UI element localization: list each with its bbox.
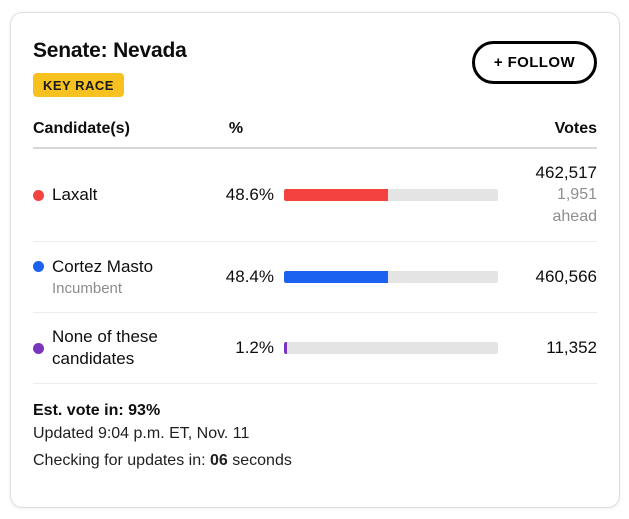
- results-table-header: Candidate(s) % Votes: [33, 120, 597, 150]
- card-footer: Est. vote in: 93% Updated 9:04 p.m. ET, …: [33, 384, 597, 472]
- vote-share-bar: [279, 271, 498, 284]
- header-left: Senate: Nevada KEY RACE: [33, 39, 187, 98]
- percent-value: 48.4%: [225, 267, 274, 287]
- candidate-name-cell: None of these candidates: [33, 326, 193, 370]
- bar-fill: [284, 189, 388, 202]
- updated-timestamp: Updated 9:04 p.m. ET, Nov. 11: [33, 425, 250, 443]
- candidate-name: None of these candidates: [52, 327, 158, 369]
- percent-value: 1.2%: [235, 338, 274, 358]
- party-color-dot: [33, 342, 44, 354]
- vote-total: 11,352: [546, 338, 597, 358]
- bar-track: [284, 271, 498, 284]
- vote-margin-label: ahead: [552, 208, 598, 226]
- vote-total: 462,517: [535, 163, 597, 183]
- update-countdown-line: Checking for updates in: 06 seconds: [33, 449, 597, 472]
- bar-track: [284, 342, 498, 355]
- countdown-value: 06: [210, 452, 228, 470]
- party-color-dot: [33, 189, 44, 201]
- bar-track: [284, 189, 498, 202]
- key-race-badge: KEY RACE: [33, 73, 124, 98]
- bar-fill: [284, 342, 287, 355]
- est-vote-label: Est. vote in:: [33, 402, 124, 420]
- candidate-name: Laxalt: [52, 185, 98, 205]
- follow-button[interactable]: + FOLLOW: [471, 41, 597, 84]
- countdown-prefix: Checking for updates in:: [33, 452, 206, 470]
- candidate-row-none-of-these: None of these candidates 1.2% 11,352: [33, 313, 597, 385]
- candidate-name-cell: Cortez Masto Incumbent: [33, 256, 193, 299]
- bar-fill: [284, 271, 388, 284]
- countdown-suffix: seconds: [232, 452, 292, 470]
- votes-cell: 11,352: [498, 337, 597, 359]
- est-vote-line: Est. vote in: 93%: [33, 399, 597, 422]
- candidate-name: Cortez Masto: [52, 256, 154, 276]
- candidate-name-cell: Laxalt: [33, 184, 193, 206]
- candidate-row-laxalt: Laxalt 48.6% 462,517 1,951 ahead: [33, 149, 597, 243]
- column-header-candidate: Candidate(s): [33, 120, 130, 138]
- candidate-row-cortez-masto: Cortez Masto Incumbent 48.4% 460,566: [33, 242, 597, 314]
- incumbent-label: Incumbent: [52, 279, 123, 297]
- votes-cell: 462,517 1,951 ahead: [498, 162, 597, 228]
- party-color-dot: [33, 260, 44, 272]
- votes-cell: 460,566: [498, 266, 597, 288]
- percent-value: 48.6%: [225, 185, 274, 205]
- vote-share-bar: [279, 342, 498, 355]
- race-card: Senate: Nevada KEY RACE + FOLLOW Candida…: [10, 12, 620, 508]
- race-title: Senate: Nevada: [33, 39, 187, 62]
- vote-total: 460,566: [535, 267, 597, 287]
- column-header-votes: Votes: [554, 120, 597, 138]
- vote-margin: 1,951: [556, 186, 597, 204]
- vote-share-bar: [279, 189, 498, 202]
- card-header: Senate: Nevada KEY RACE + FOLLOW: [33, 39, 597, 98]
- est-vote-value: 93%: [128, 402, 161, 420]
- column-header-percent: %: [228, 120, 244, 138]
